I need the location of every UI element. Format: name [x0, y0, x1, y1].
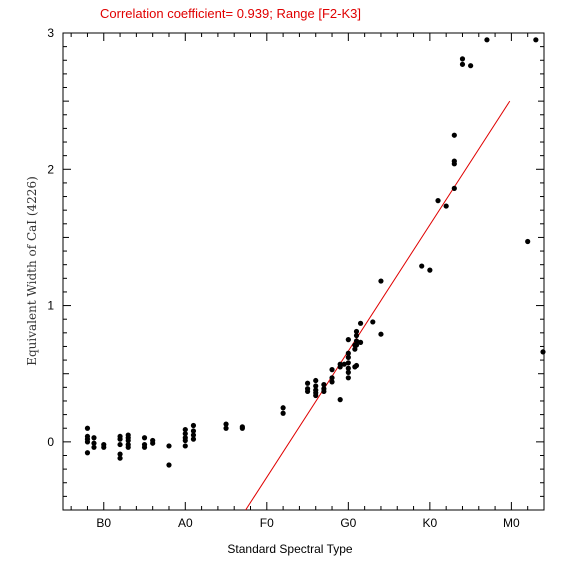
data-point: [313, 392, 319, 399]
data-point: [378, 278, 384, 284]
data-point: [223, 425, 229, 431]
chart-title: Correlation coefficient= 0.939; Range [F…: [100, 6, 361, 21]
data-point: [451, 161, 457, 167]
data-point: [321, 382, 327, 388]
data-point: [304, 380, 311, 386]
data-point: [459, 61, 466, 67]
data-point: [166, 462, 172, 468]
y-tick-label: 1: [47, 299, 54, 313]
data-point: [304, 388, 311, 395]
data-point: [337, 364, 343, 370]
data-point: [443, 203, 449, 209]
x-axis-label: Standard Spectral Type: [227, 542, 353, 556]
data-point: [370, 319, 376, 325]
data-point: [117, 451, 123, 457]
data-point: [84, 425, 91, 431]
data-point: [353, 342, 360, 348]
plot-frame: [62, 32, 545, 511]
data-point: [353, 362, 360, 369]
data-point: [91, 435, 97, 441]
data-point: [345, 350, 351, 356]
data-point: [280, 410, 286, 416]
data-point: [329, 375, 335, 381]
data-point: [166, 443, 172, 449]
data-point: [525, 238, 531, 245]
data-point: [345, 360, 351, 366]
data-point: [345, 354, 351, 360]
data-point: [533, 37, 539, 43]
data-point: [345, 375, 351, 381]
data-point: [329, 379, 335, 385]
data-point: [353, 332, 360, 339]
data-point: [419, 263, 425, 269]
data-point: [357, 339, 364, 345]
data-point: [91, 444, 97, 450]
data-point: [239, 425, 245, 431]
x-tick-label: G0: [340, 516, 356, 530]
data-point: [223, 421, 229, 427]
data-point: [190, 432, 197, 438]
y-tick-label: 2: [47, 162, 54, 176]
data-points: [84, 37, 546, 468]
data-point: [117, 436, 123, 442]
data-point: [459, 56, 466, 62]
data-point: [321, 388, 327, 395]
data-point: [190, 436, 197, 442]
x-tick-label: M0: [503, 516, 520, 530]
x-tick-label: K0: [423, 516, 438, 530]
data-point: [345, 365, 351, 371]
data-point: [141, 444, 148, 450]
data-point: [337, 397, 343, 403]
data-point: [353, 338, 360, 344]
data-point: [313, 377, 319, 384]
axis-ticks: B0 A0 F0 G0 K0 M0 0 1 2 3: [47, 26, 544, 530]
data-point: [540, 349, 546, 355]
data-point: [427, 267, 433, 273]
data-point: [117, 441, 123, 448]
data-point: [150, 440, 156, 446]
data-point: [435, 198, 441, 204]
data-point: [125, 444, 131, 450]
data-point: [378, 331, 384, 337]
x-tick-label: B0: [96, 516, 111, 530]
data-point: [357, 320, 364, 326]
data-point: [468, 63, 474, 69]
data-point: [125, 437, 131, 444]
data-point: [484, 37, 490, 43]
regression-line: [245, 100, 511, 511]
x-tick-label: A0: [178, 516, 193, 530]
data-point: [329, 367, 335, 373]
data-point: [353, 328, 360, 335]
data-point: [451, 185, 457, 191]
data-point: [352, 346, 358, 352]
y-axis-label: Equivalent Width of CaI (4226): [25, 176, 39, 366]
data-point: [280, 405, 286, 411]
data-point: [141, 435, 148, 441]
data-point: [84, 450, 91, 456]
data-point: [84, 439, 91, 445]
data-point: [313, 383, 319, 389]
data-point: [91, 440, 97, 446]
data-point: [190, 422, 197, 429]
data-point: [341, 361, 347, 367]
data-point: [182, 431, 188, 437]
y-tick-label: 0: [47, 435, 54, 449]
data-point: [101, 444, 107, 450]
data-point: [182, 437, 188, 444]
y-tick-label: 3: [47, 26, 54, 40]
data-point: [182, 426, 188, 433]
data-point: [451, 132, 457, 138]
data-point: [190, 428, 197, 434]
data-point: [345, 337, 351, 343]
regression-line-group: [245, 100, 511, 511]
data-point: [117, 455, 123, 461]
x-tick-label: F0: [260, 516, 274, 530]
data-point: [345, 369, 351, 375]
data-point: [182, 443, 188, 449]
